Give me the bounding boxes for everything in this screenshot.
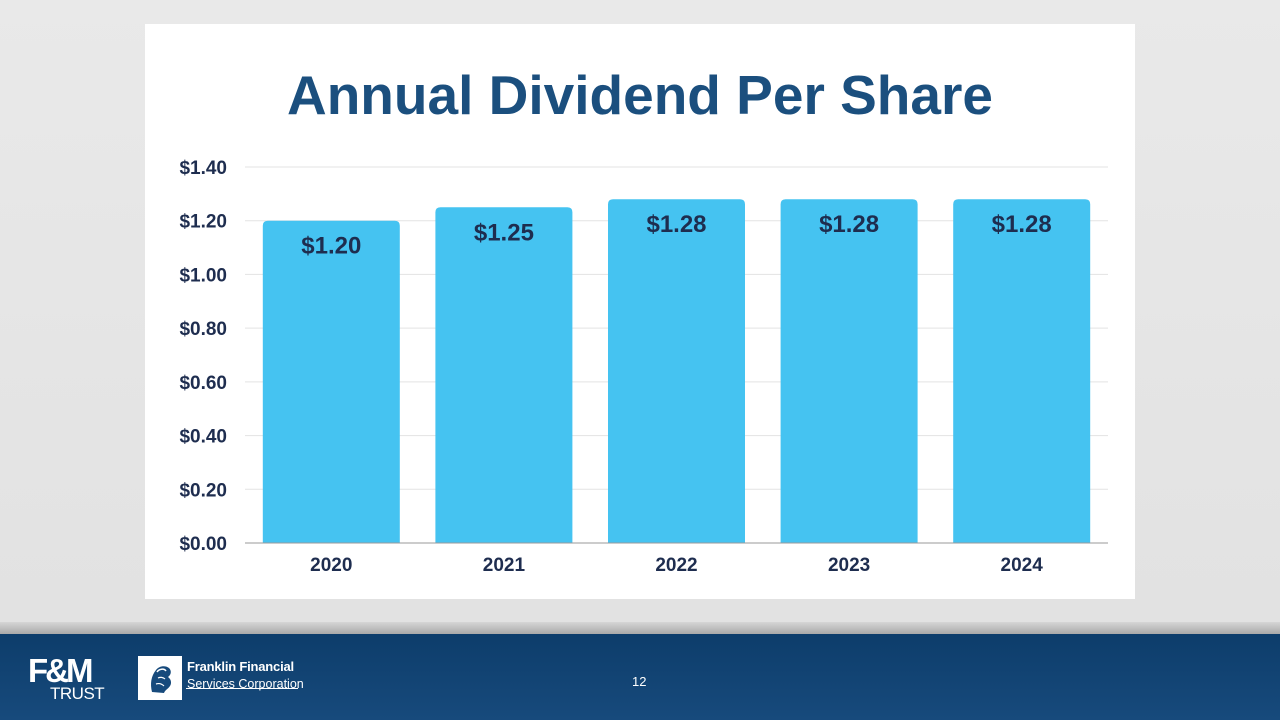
footer-bar: F&M TRUST Franklin Financial Services Co… <box>0 634 1280 720</box>
fm-trust-logo: F&M TRUST <box>28 654 110 704</box>
x-tick-label: 2024 <box>1001 555 1044 576</box>
x-tick-label: 2022 <box>655 555 697 576</box>
franklin-emblem-icon <box>138 656 182 700</box>
bar-value-label: $1.28 <box>646 211 706 238</box>
ffsc-line1: Franklin Financial <box>187 659 294 674</box>
footer-divider <box>0 622 1280 634</box>
x-tick-label: 2023 <box>828 555 870 576</box>
y-tick-label: $0.80 <box>179 319 227 340</box>
bar-value-label: $1.25 <box>474 219 534 246</box>
ffsc-line2: Services Corporation <box>187 677 304 692</box>
x-tick-label: 2021 <box>483 555 526 576</box>
bar-value-label: $1.28 <box>819 211 879 238</box>
y-tick-label: $1.20 <box>179 212 227 233</box>
y-tick-label: $1.00 <box>179 265 227 286</box>
chart-card: Annual Dividend Per Share $0.00 $0.20 $0.4… <box>145 24 1135 599</box>
y-tick-label: $0.00 <box>179 534 227 555</box>
bar-2024 <box>953 199 1091 543</box>
fm-logo-subtitle: TRUST <box>50 684 105 703</box>
y-tick-label: $1.40 <box>179 158 227 179</box>
chart-title: Annual Dividend Per Share <box>286 64 993 126</box>
page-number: 12 <box>632 674 647 689</box>
y-tick-label: $0.60 <box>179 373 227 394</box>
y-tick-label: $0.40 <box>179 427 227 448</box>
franklin-financial-logo-text: Franklin Financial Services Corporation <box>187 659 304 692</box>
y-tick-label: $0.20 <box>179 480 227 501</box>
bar-chart: $0.00 $0.20 $0.40 $0.60 $0.80 $1.00 $1.20 $1.40… <box>179 158 1108 576</box>
ffsc-logo-rule <box>186 688 298 689</box>
bar-value-label: $1.28 <box>992 211 1052 238</box>
bar-value-label: $1.20 <box>301 233 361 260</box>
bar-2022 <box>608 199 745 543</box>
bar-2021 <box>435 207 573 544</box>
fm-logo-mark: F&M <box>28 652 94 689</box>
bar-2023 <box>780 199 918 543</box>
x-tick-label: 2020 <box>310 555 352 576</box>
bar-2020 <box>262 220 400 543</box>
